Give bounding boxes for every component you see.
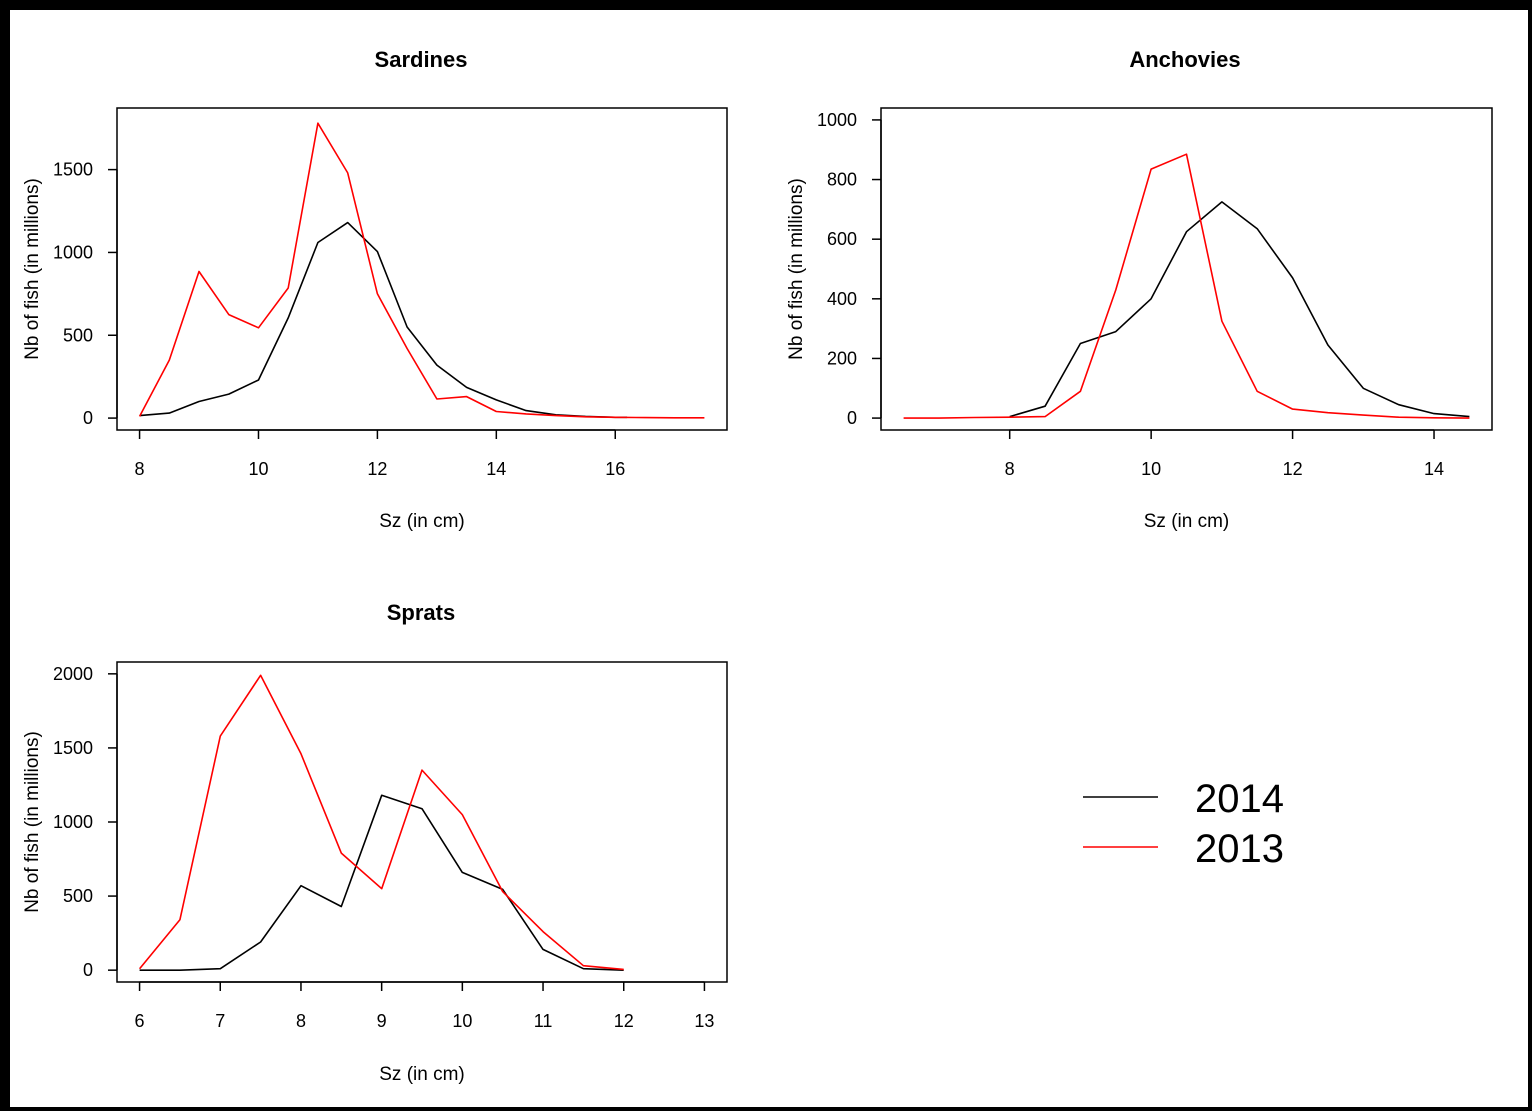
sprats-x-tick-label: 10 xyxy=(452,1011,472,1031)
sprats-x-tick-label: 7 xyxy=(215,1011,225,1031)
anchovies-x-tick-label: 8 xyxy=(1005,459,1015,479)
anchovies-y-tick-label: 0 xyxy=(847,408,857,428)
anchovies-x-tick-label: 10 xyxy=(1141,459,1161,479)
sardines-panel: Sardines Sz (in cm) Nb of fish (in million… xyxy=(22,47,728,532)
sprats-x-tick-label: 6 xyxy=(135,1011,145,1031)
anchovies-y-tick-label: 1000 xyxy=(817,110,857,130)
sprats-panel: Sprats Sz (in cm) Nb of fish (in millions)… xyxy=(22,600,728,1085)
sprats-y-axis-label: Nb of fish (in millions) xyxy=(22,731,43,913)
sprats-title: Sprats xyxy=(387,600,455,625)
sprats-x-tick-label: 12 xyxy=(614,1011,634,1031)
sardines-x-tick-label: 14 xyxy=(486,459,506,479)
sprats-y-tick-label: 1000 xyxy=(53,812,93,832)
anchovies-series-2013 xyxy=(903,153,1470,419)
sardines-y-tick-label: 500 xyxy=(63,325,93,345)
sardines-y-tick-label: 1000 xyxy=(53,242,93,262)
anchovies-y-tick-label: 400 xyxy=(827,289,857,309)
sardines-x-tick-label: 12 xyxy=(367,459,387,479)
sprats-x-tick-label: 9 xyxy=(377,1011,387,1031)
anchovies-y-tick-label: 800 xyxy=(827,170,857,190)
anchovies-series-2014 xyxy=(1009,201,1470,418)
sprats-y-tick-label: 0 xyxy=(83,960,93,980)
sardines-series-2013 xyxy=(138,122,705,419)
anchovies-x-tick-label: 12 xyxy=(1283,459,1303,479)
anchovies-y-tick-label: 200 xyxy=(827,348,857,368)
sardines-y-tick-label: 1500 xyxy=(53,160,93,180)
sprats-x-axis-label: Sz (in cm) xyxy=(379,1064,465,1085)
sprats-x-tick-label: 8 xyxy=(296,1011,306,1031)
sprats-plot-box xyxy=(116,661,728,983)
anchovies-x-axis-label: Sz (in cm) xyxy=(1144,511,1230,532)
sardines-plot-box xyxy=(116,107,728,431)
sprats-y-tick-label: 1500 xyxy=(53,738,93,758)
sprats-x-tick-label: 13 xyxy=(694,1011,714,1031)
sprats-y-tick-label: 2000 xyxy=(53,664,93,684)
anchovies-title: Anchovies xyxy=(1129,47,1240,72)
sardines-x-tick-label: 10 xyxy=(248,459,268,479)
sprats-series-2014 xyxy=(139,794,624,972)
sprats-x-tick-label: 11 xyxy=(534,1011,553,1031)
sprats-y-tick-label: 500 xyxy=(63,886,93,906)
sardines-title: Sardines xyxy=(375,47,468,72)
sardines-x-tick-label: 16 xyxy=(605,459,625,479)
anchovies-y-axis-label: Nb of fish (in millions) xyxy=(786,178,807,360)
sardines-y-tick-label: 0 xyxy=(83,408,93,428)
sardines-y-axis-label: Nb of fish (in millions) xyxy=(22,178,43,360)
legend: 2014 2013 xyxy=(1083,777,1284,871)
anchovies-panel: Anchovies Sz (in cm) Nb of fish (in millio… xyxy=(786,47,1493,532)
anchovies-x-tick-label: 14 xyxy=(1424,459,1444,479)
legend-label-2014: 2014 xyxy=(1195,777,1284,821)
sardines-x-axis-label: Sz (in cm) xyxy=(379,511,465,532)
sprats-series-2013 xyxy=(138,674,624,971)
sardines-series-2014 xyxy=(139,221,628,419)
anchovies-y-tick-label: 600 xyxy=(827,229,857,249)
sardines-x-tick-label: 8 xyxy=(135,459,145,479)
legend-label-2013: 2013 xyxy=(1195,827,1284,871)
